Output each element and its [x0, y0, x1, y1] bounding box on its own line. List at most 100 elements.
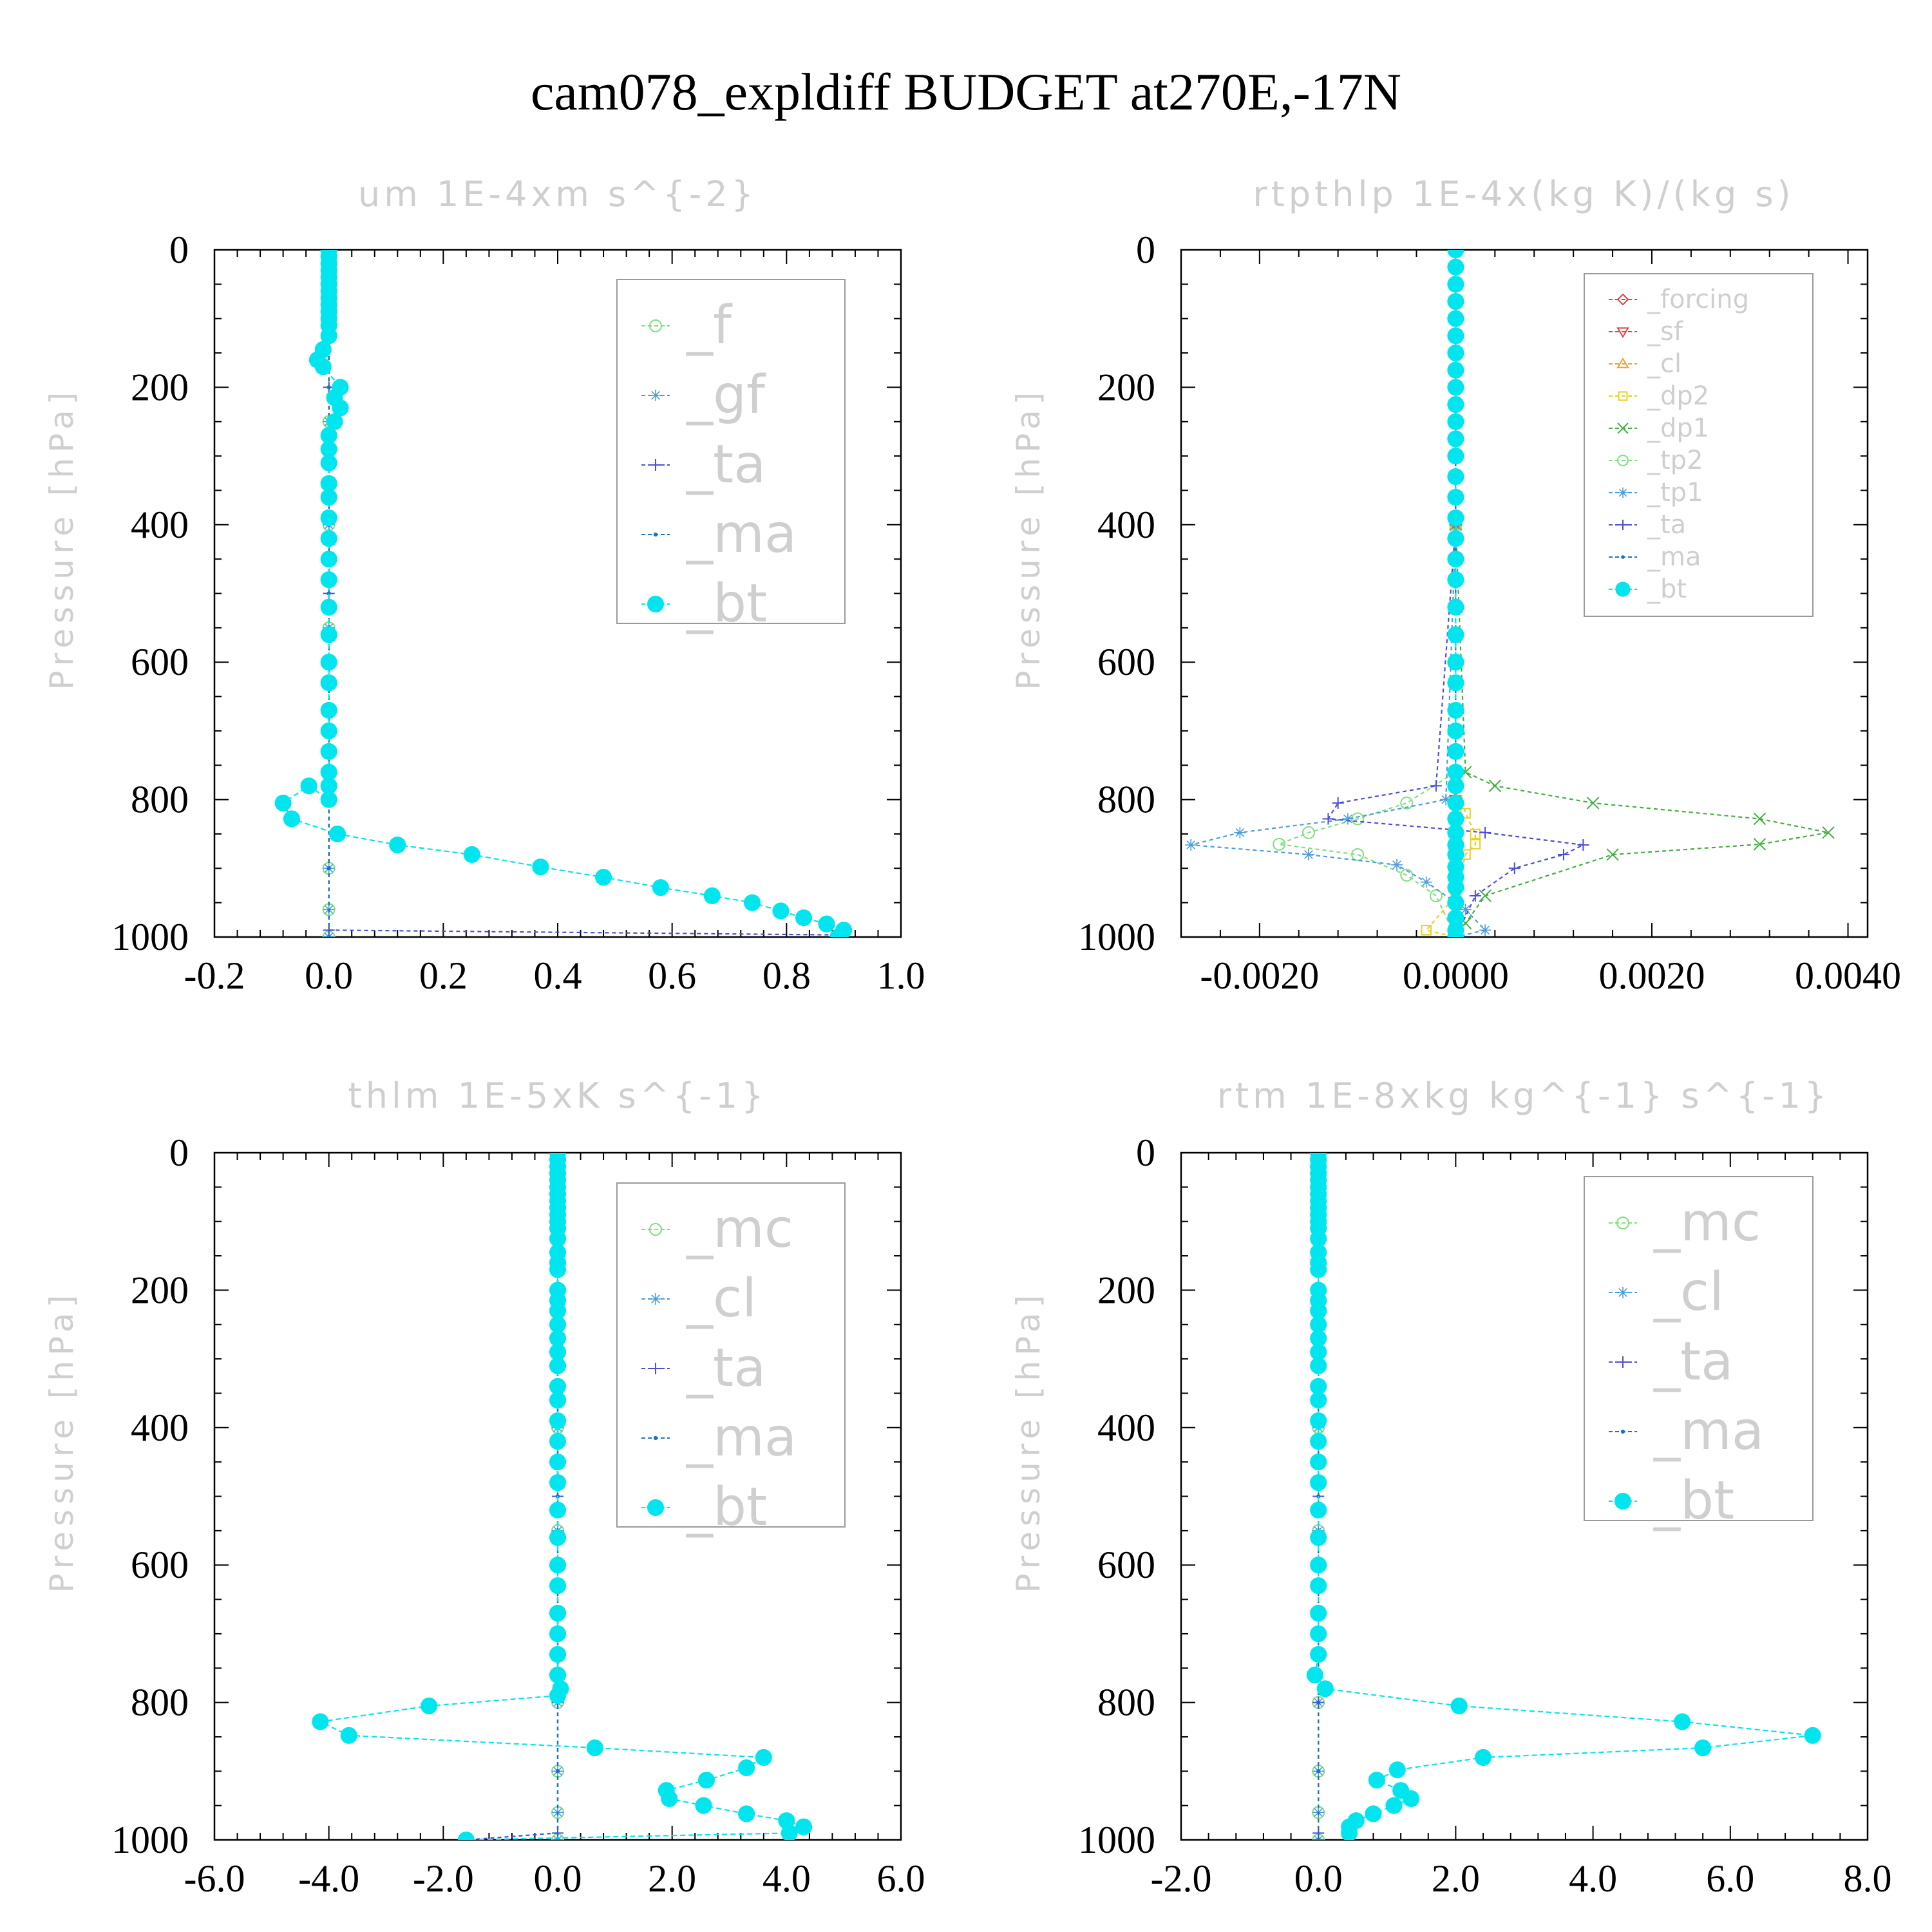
- x-tick-label: -4.0: [298, 1857, 359, 1900]
- data-point_bt: [1447, 654, 1464, 671]
- legend-marker: [1614, 1492, 1632, 1510]
- data-point_bt: [795, 909, 813, 927]
- x-tick-label: 0.0040: [1795, 954, 1901, 997]
- data-point_bt: [1310, 1474, 1327, 1492]
- data-point_ma: [555, 1769, 560, 1774]
- x-tick-label: 0.0: [534, 1857, 582, 1900]
- data-point_bt: [389, 836, 406, 854]
- data-point_bt: [320, 791, 337, 808]
- legend-marker: [1618, 520, 1628, 530]
- data-point_bt: [549, 1357, 567, 1374]
- legend-label: _ta: [1647, 510, 1686, 540]
- data-point_bt: [1447, 598, 1464, 616]
- panels: um 1E-4xm s^{-2} Pressure [hPa] -0.2 0.0 0.2…: [43, 174, 1901, 1900]
- data-point_bt: [1447, 276, 1464, 293]
- data-point_tp2: [1273, 837, 1286, 851]
- series-line_ta: [1327, 250, 1586, 937]
- plot-frame: [1180, 1151, 1869, 1841]
- data-point_ma: [1316, 1700, 1321, 1705]
- x-tick-label: 0.2: [419, 954, 468, 997]
- y-tick-label: 800: [131, 779, 189, 821]
- panel-title: thlm 1E-5xK s^{-1}: [348, 1075, 768, 1116]
- y-tick-label: 1000: [111, 916, 189, 958]
- legend-marker: [1618, 391, 1628, 401]
- legend-label: _ta: [686, 434, 766, 495]
- series-line_tp1: [1190, 250, 1487, 937]
- data-point_ma: [327, 591, 331, 596]
- x-tick-label: 2.0: [1432, 1857, 1480, 1900]
- data-point_bt: [549, 1501, 567, 1519]
- data-point_bt: [1310, 1433, 1327, 1450]
- legend-marker: [1617, 422, 1629, 434]
- plot-area: [274, 250, 853, 937]
- legend-marker: [649, 1223, 662, 1236]
- data-point_bt: [1368, 1772, 1385, 1789]
- x-tick-label: -2.0: [413, 1857, 474, 1900]
- data-point_bt: [1310, 1392, 1327, 1409]
- y-tick-label: 400: [1097, 1406, 1155, 1449]
- legend-marker: [647, 595, 665, 613]
- data-point_tp2: [1400, 868, 1414, 882]
- legend-box: [1584, 1176, 1814, 1521]
- legend-label: _dp1: [1647, 413, 1709, 443]
- y-tick-label: 800: [1097, 1681, 1155, 1724]
- data-point_tp1: [1341, 813, 1354, 825]
- data-point_bt: [1447, 379, 1464, 396]
- y-tick-label: 1000: [111, 1819, 189, 1861]
- data-point_bt: [549, 1433, 567, 1450]
- data-point_ma: [327, 866, 331, 871]
- legend-label: _forcing: [1647, 285, 1749, 314]
- data-point_ta: [1577, 839, 1589, 851]
- data-point_tp1: [1479, 924, 1492, 936]
- data-point_bt: [1385, 1797, 1403, 1814]
- legend-label: _bt: [1653, 1470, 1734, 1531]
- chart-panel-2: rtpthlp 1E-4x(kg K)/(kg s) Pressure [hPa]…: [1010, 174, 1901, 997]
- data-point_bt: [1447, 810, 1464, 828]
- data-point_bt: [1674, 1713, 1691, 1730]
- plot-area: [312, 1153, 813, 1840]
- data-point_bt: [320, 722, 337, 739]
- data-point_bt: [549, 1529, 567, 1546]
- data-point_bt: [1447, 928, 1464, 937]
- legend-label: _cl: [1647, 349, 1681, 379]
- chart-panel-1: um 1E-4xm s^{-2} Pressure [hPa] -0.2 0.0 0.2…: [43, 174, 925, 997]
- data-point_bt: [549, 1261, 567, 1278]
- data-point_ma: [327, 385, 331, 390]
- data-point_bt: [1447, 310, 1464, 327]
- data-point_dp1: [1753, 838, 1766, 851]
- legend-label: _bt: [686, 1477, 767, 1538]
- data-point_bt: [795, 1818, 813, 1835]
- data-point_bt: [549, 1666, 567, 1683]
- data-point_bt: [1310, 1357, 1327, 1374]
- data-point_bt: [781, 1824, 798, 1840]
- legend-label: _bt: [686, 573, 767, 634]
- data-point_bt: [549, 1604, 567, 1622]
- data-point_ta: [1479, 826, 1492, 838]
- legend-label: _ma: [686, 1407, 797, 1468]
- data-point_bt: [1310, 1557, 1327, 1574]
- legend-marker: [1616, 357, 1629, 368]
- data-point_bt: [1310, 1412, 1327, 1430]
- data-point_bt: [1447, 824, 1464, 841]
- legend-label: _tp1: [1647, 478, 1703, 507]
- plot-area: [1306, 1153, 1821, 1840]
- legend-marker: [650, 1293, 661, 1305]
- y-tick-label: 200: [131, 366, 189, 408]
- data-point_dp2: [1470, 828, 1481, 840]
- x-tick-label: -0.0020: [1200, 954, 1319, 997]
- data-point_bt: [320, 530, 337, 547]
- data-point_bt: [1447, 509, 1464, 527]
- data-point_bt: [829, 928, 847, 937]
- y-axis-label: Pressure [hPa]: [1010, 387, 1047, 690]
- data-point_bt: [695, 1797, 712, 1814]
- plot-area: [1185, 250, 1835, 937]
- legend-label: _mc: [1653, 1192, 1761, 1253]
- data-point_bt: [1310, 1454, 1327, 1471]
- y-tick-label: 0: [1136, 1132, 1155, 1174]
- x-tick-label: 2.0: [648, 1857, 696, 1900]
- data-point_dp2: [1421, 925, 1432, 936]
- data-point_bt: [549, 1625, 567, 1642]
- legend-marker: [1620, 1429, 1625, 1434]
- data-point_bt: [1306, 1666, 1323, 1683]
